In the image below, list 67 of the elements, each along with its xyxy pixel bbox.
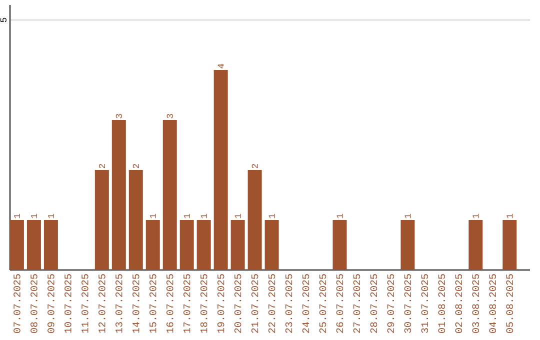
x-tick-label: 02.08.2025	[455, 274, 462, 333]
bar	[180, 220, 194, 270]
x-tick-label: 09.07.2025	[48, 274, 54, 333]
x-tick-label: 27.07.2025	[353, 274, 360, 333]
x-tick-label: 31.07.2025	[421, 274, 428, 333]
x-tick-label: 13.07.2025	[115, 274, 122, 333]
data-label: 1	[30, 214, 37, 218]
bar	[264, 220, 279, 270]
x-tick-label: 15.07.2025	[149, 274, 156, 333]
x-tick-label: 25.07.2025	[319, 274, 326, 333]
x-tick-label: 05.08.2025	[506, 274, 514, 333]
bar	[214, 70, 228, 270]
bar	[94, 170, 109, 270]
bar	[44, 220, 58, 270]
bar	[10, 220, 24, 270]
x-tick-label: 20.07.2025	[234, 274, 242, 333]
data-label: 4	[218, 64, 224, 68]
bar	[230, 220, 245, 270]
x-tick-label: 21.07.2025	[251, 274, 258, 333]
x-tick-label: 24.07.2025	[302, 274, 310, 333]
data-label: 1	[150, 214, 156, 218]
x-tick-label: 28.07.2025	[370, 274, 378, 333]
data-label: 1	[336, 214, 343, 218]
data-label: 2	[252, 164, 258, 168]
bar	[400, 220, 415, 270]
x-tick-label: 10.07.2025	[64, 274, 72, 333]
data-label: 1	[268, 214, 275, 218]
x-tick-label: 19.07.2025	[217, 274, 224, 333]
x-tick-label: 07.07.2025	[14, 274, 20, 333]
bar	[196, 220, 211, 270]
bar	[112, 120, 126, 270]
bar	[162, 120, 177, 270]
data-label: 2	[132, 164, 139, 168]
bar	[248, 170, 262, 270]
data-label: 1	[200, 214, 207, 218]
bar	[332, 220, 347, 270]
data-label: 3	[166, 114, 173, 118]
data-label: 1	[184, 214, 190, 218]
x-tick-label: 22.07.2025	[268, 274, 276, 333]
x-tick-label: 29.07.2025	[387, 274, 394, 333]
x-tick-label: 12.07.2025	[98, 274, 106, 333]
x-tick-label: 14.07.2025	[132, 274, 140, 333]
x-tick-label: 17.07.2025	[183, 274, 190, 333]
bar	[502, 220, 517, 270]
x-tick-label: 30.07.2025	[404, 274, 412, 333]
y-tick-label: 5	[0, 18, 6, 22]
bar	[146, 220, 160, 270]
x-tick-label: 01.08.2025	[438, 274, 446, 333]
x-tick-label: 23.07.2025	[285, 274, 292, 333]
data-label: 1	[506, 214, 513, 218]
data-label: 2	[98, 164, 105, 168]
x-tick-label: 26.07.2025	[336, 274, 344, 333]
x-tick-label: 04.08.2025	[489, 274, 496, 333]
x-tick-label: 11.07.2025	[82, 274, 88, 333]
data-label: 1	[472, 214, 479, 218]
bar	[26, 220, 41, 270]
data-label: 1	[234, 214, 241, 218]
x-tick-label: 03.08.2025	[472, 274, 480, 333]
data-label: 3	[116, 114, 122, 118]
bar	[468, 220, 483, 270]
x-tick-label: 18.07.2025	[200, 274, 208, 333]
x-tick-label: 16.07.2025	[166, 274, 174, 333]
data-label: 1	[14, 214, 20, 218]
x-tick-label: 08.07.2025	[30, 274, 38, 333]
data-label: 1	[48, 214, 54, 218]
data-label: 1	[404, 214, 411, 218]
bar	[128, 170, 143, 270]
